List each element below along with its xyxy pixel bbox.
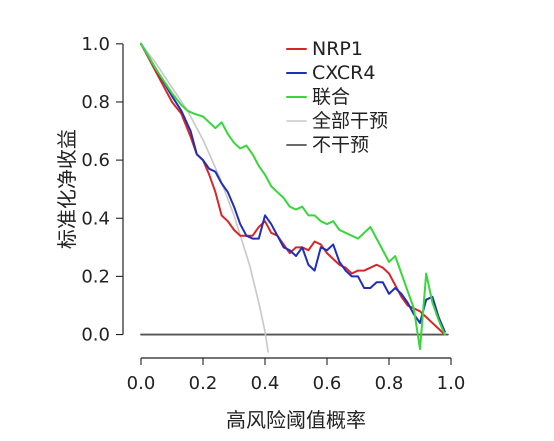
- y-tick-label: 0.0: [81, 325, 110, 346]
- x-axis-title: 高风险阈值概率: [226, 408, 366, 432]
- legend-label-不干预: 不干预: [312, 134, 369, 156]
- axes-layer: 0.0 0.2 0.4 0.6 0.8 1.0 0.0 0.2 0.4 0.6 0.8 1.0: [81, 34, 465, 394]
- y-tick-label: 0.8: [81, 92, 110, 113]
- y-axis-title: 标准化净收益: [55, 129, 79, 249]
- legend-label-CXCR4: CXCR4: [312, 62, 375, 84]
- x-tick-label: 0.0: [127, 373, 156, 394]
- x-tick-label: 0.6: [313, 373, 342, 394]
- x-tick-label: 1.0: [437, 373, 466, 394]
- series-line-CXCR4: [140, 42, 446, 333]
- series-line-全部干预: [140, 43, 269, 353]
- y-tick-label: 0.4: [81, 208, 110, 229]
- x-tick-label: 0.2: [189, 373, 218, 394]
- x-tick-label: 0.4: [251, 373, 280, 394]
- legend-label-联合: 联合: [312, 86, 350, 108]
- legend-label-全部干预: 全部干预: [312, 110, 388, 132]
- y-tick-label: 0.2: [81, 266, 110, 287]
- y-tick-label: 1.0: [81, 34, 110, 55]
- legend-label-NRP1: NRP1: [312, 38, 363, 60]
- plot-layer: [140, 42, 449, 353]
- y-tick-label: 0.6: [81, 150, 110, 171]
- series-line-联合: [140, 42, 446, 351]
- x-tick-label: 0.8: [375, 373, 404, 394]
